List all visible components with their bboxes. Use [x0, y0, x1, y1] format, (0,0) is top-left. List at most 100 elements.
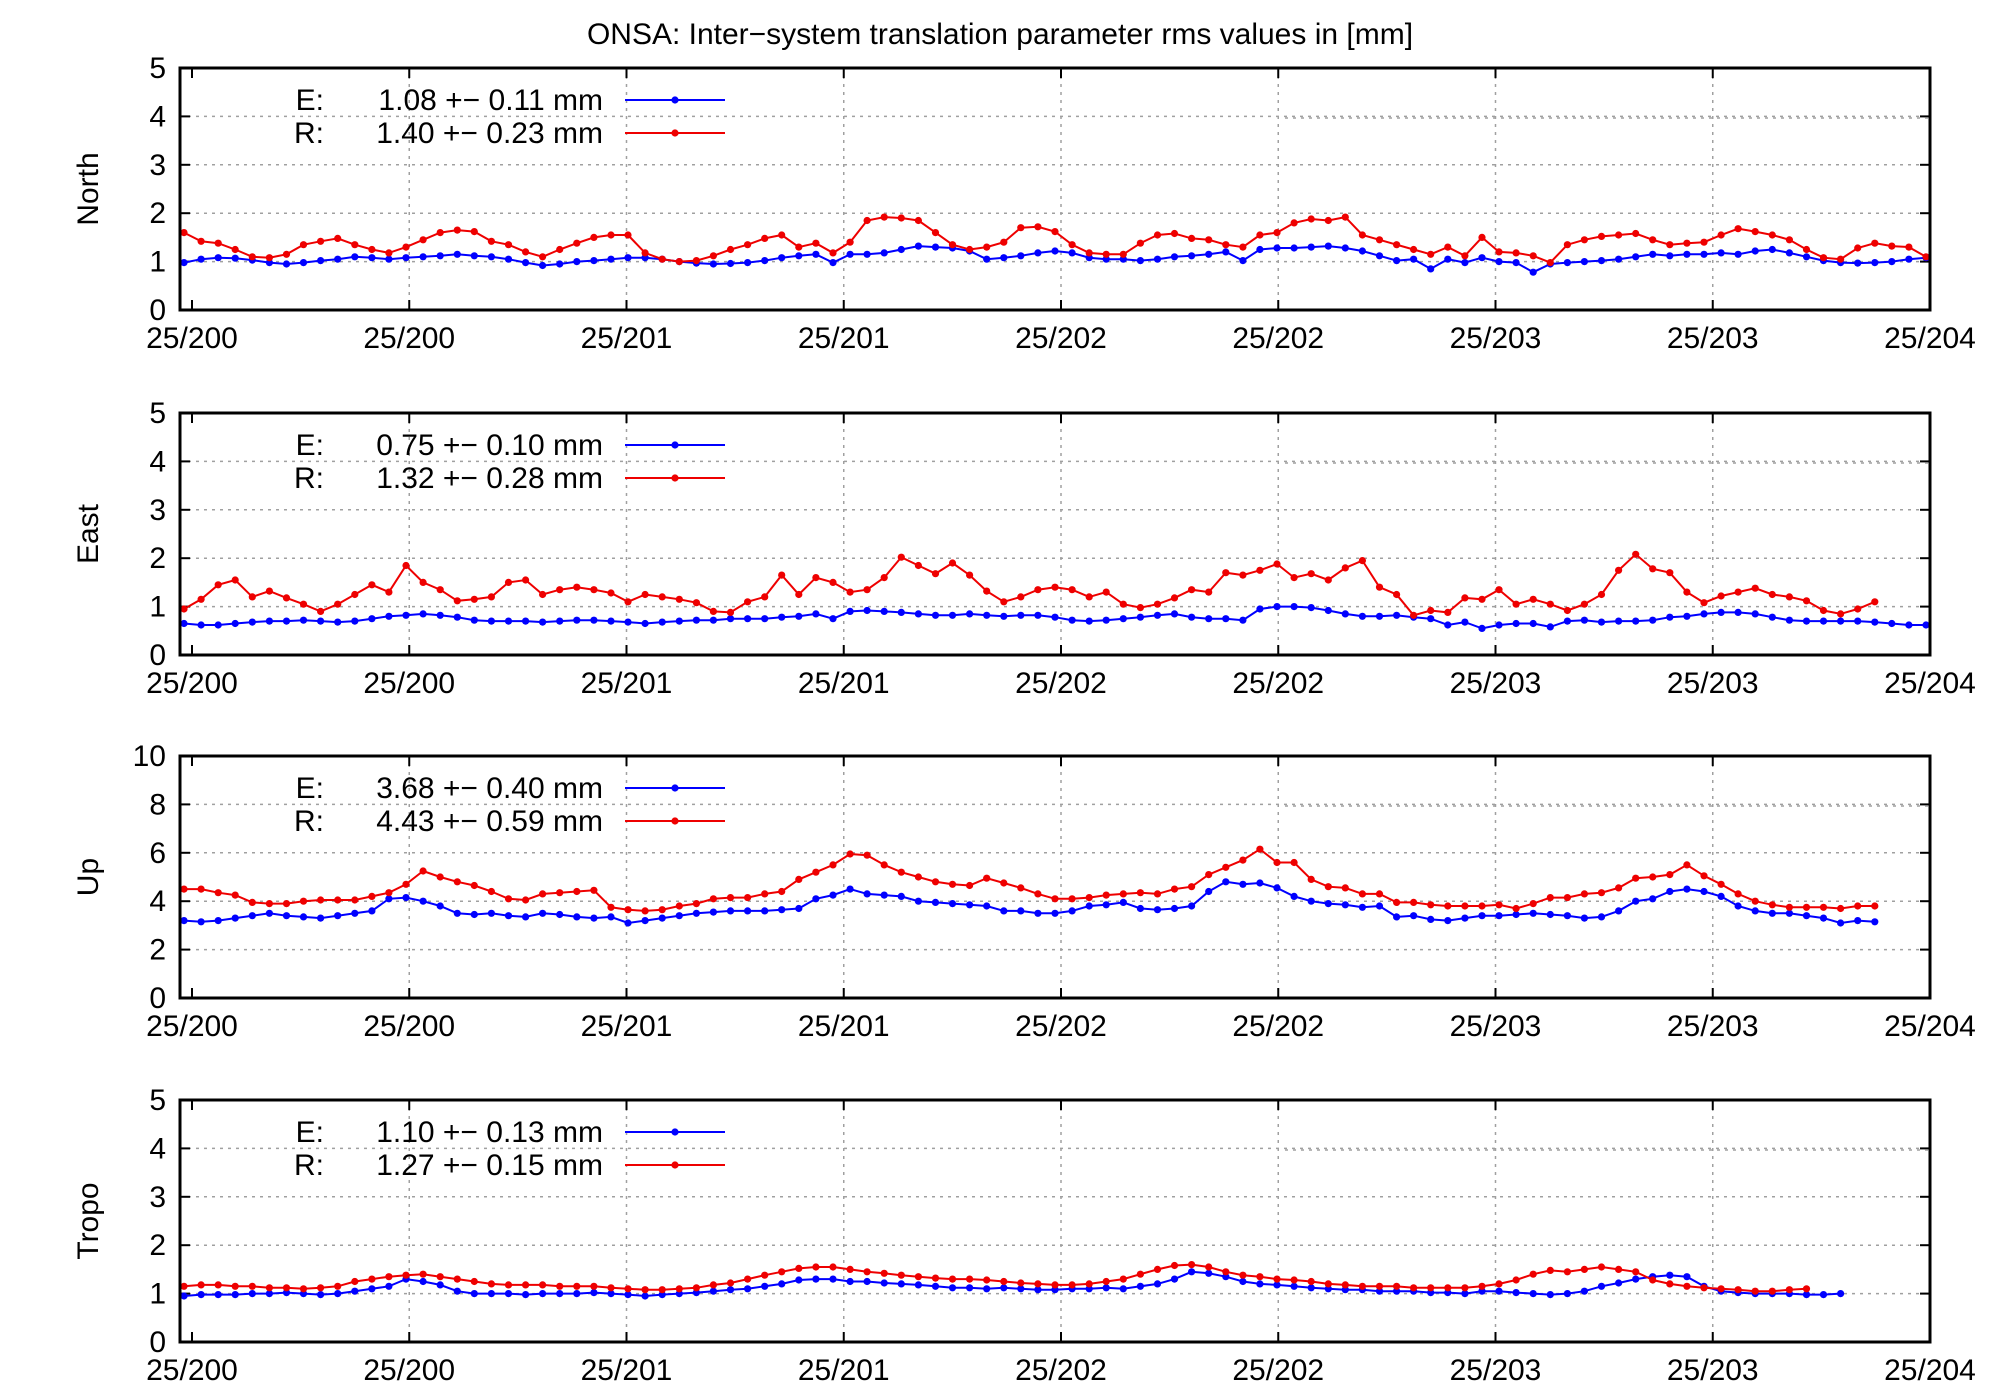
data-point-R [1239, 1271, 1247, 1279]
data-point-R [1615, 884, 1623, 892]
data-point-R [1632, 1268, 1640, 1276]
data-point-R [1051, 583, 1059, 591]
data-point-R [1256, 231, 1264, 239]
data-point-E [726, 615, 735, 623]
data-point-E [1734, 608, 1742, 617]
data-point-E [573, 1290, 581, 1298]
data-point-E [1000, 254, 1008, 262]
data-point-R [1888, 242, 1896, 250]
data-point-R [248, 253, 256, 261]
data-point-R [1341, 1281, 1349, 1289]
data-point-E [1837, 919, 1845, 927]
data-point-R [726, 245, 735, 254]
data-point-R [470, 881, 478, 890]
y-tick-label: 1 [149, 246, 166, 279]
data-point-R [1239, 856, 1247, 864]
data-point-R [1000, 879, 1008, 887]
data-point-R [897, 214, 905, 222]
y-axis-label: East [72, 503, 105, 564]
data-point-R [1666, 241, 1674, 249]
data-point-R [1290, 219, 1298, 227]
data-point-R [1802, 1285, 1811, 1293]
data-point-E [1375, 612, 1384, 620]
data-point-E [1102, 901, 1110, 909]
data-point-E [931, 898, 940, 907]
data-point-E [573, 258, 581, 266]
data-point-E [1273, 1281, 1281, 1289]
data-point-E [385, 255, 393, 263]
data-point-R [1768, 1287, 1776, 1295]
data-point-E [1871, 618, 1879, 626]
data-point-E [1837, 1290, 1845, 1298]
data-point-R [863, 216, 871, 225]
data-point-R [1683, 239, 1691, 247]
data-point-E [1649, 895, 1657, 903]
data-point-R [675, 1285, 683, 1293]
data-point-R [1222, 863, 1230, 871]
x-tick-label: 25/204 [1884, 1354, 1976, 1387]
data-point-E [1819, 914, 1828, 922]
data-point-E [880, 607, 888, 616]
data-point-R [1119, 250, 1127, 258]
data-point-R [931, 878, 940, 886]
data-point-E [402, 611, 410, 619]
data-point-E [1136, 257, 1144, 265]
data-point-E [1683, 885, 1691, 893]
data-point-E [1580, 1287, 1588, 1295]
data-point-R [1649, 565, 1657, 573]
data-point-E [709, 1287, 718, 1295]
data-point-E [1495, 258, 1503, 266]
data-point-E [522, 617, 530, 625]
data-point-R [385, 249, 393, 257]
data-point-R [1017, 1279, 1025, 1287]
data-point-E [1683, 612, 1691, 620]
data-point-E [1239, 616, 1247, 624]
data-point-R [1461, 252, 1469, 260]
data-point-E [1802, 912, 1811, 920]
data-point-R [1205, 1263, 1213, 1271]
y-tick-label: 4 [149, 1132, 166, 1165]
data-point-R [1632, 550, 1640, 558]
data-point-R [1119, 1275, 1127, 1283]
x-tick-label: 25/202 [1015, 1010, 1107, 1043]
data-point-E [1666, 613, 1674, 621]
data-point-R [983, 243, 991, 251]
data-point-R [1512, 600, 1520, 608]
data-point-R [590, 886, 598, 894]
data-point-R [282, 900, 291, 908]
data-point-E [351, 909, 359, 917]
data-point-E [385, 895, 393, 903]
data-point-E [1068, 249, 1076, 257]
data-point-R [1375, 890, 1384, 898]
data-point-R [795, 875, 803, 884]
data-point-R [248, 898, 256, 907]
data-point-R [470, 595, 478, 603]
data-point-E [1597, 913, 1606, 921]
data-point-E [1666, 252, 1674, 260]
x-tick-label: 25/201 [798, 322, 890, 355]
data-point-R [590, 586, 598, 594]
data-point-E [1051, 613, 1059, 621]
y-axis-label: Up [72, 858, 105, 896]
data-point-E [897, 608, 905, 617]
data-point-R [1819, 254, 1828, 262]
data-point-E [1478, 254, 1486, 262]
data-point-E [914, 1281, 923, 1289]
data-point-R [880, 213, 888, 221]
data-point-R [1444, 1284, 1452, 1292]
data-point-R [180, 1282, 188, 1290]
data-point-R [1734, 890, 1742, 898]
data-point-R [522, 576, 530, 584]
data-point-E [1461, 259, 1469, 267]
data-point-R [1700, 872, 1708, 880]
data-point-E [795, 252, 803, 260]
data-point-E [744, 907, 752, 915]
data-point-E [658, 914, 666, 922]
data-point-E [317, 617, 325, 625]
legend-stat-text: 0.75 +− 0.10 mm [376, 429, 603, 462]
data-point-R [709, 1281, 718, 1289]
data-point-E [863, 606, 871, 615]
y-tick-label: 0 [149, 982, 166, 1015]
data-point-R [504, 895, 513, 903]
